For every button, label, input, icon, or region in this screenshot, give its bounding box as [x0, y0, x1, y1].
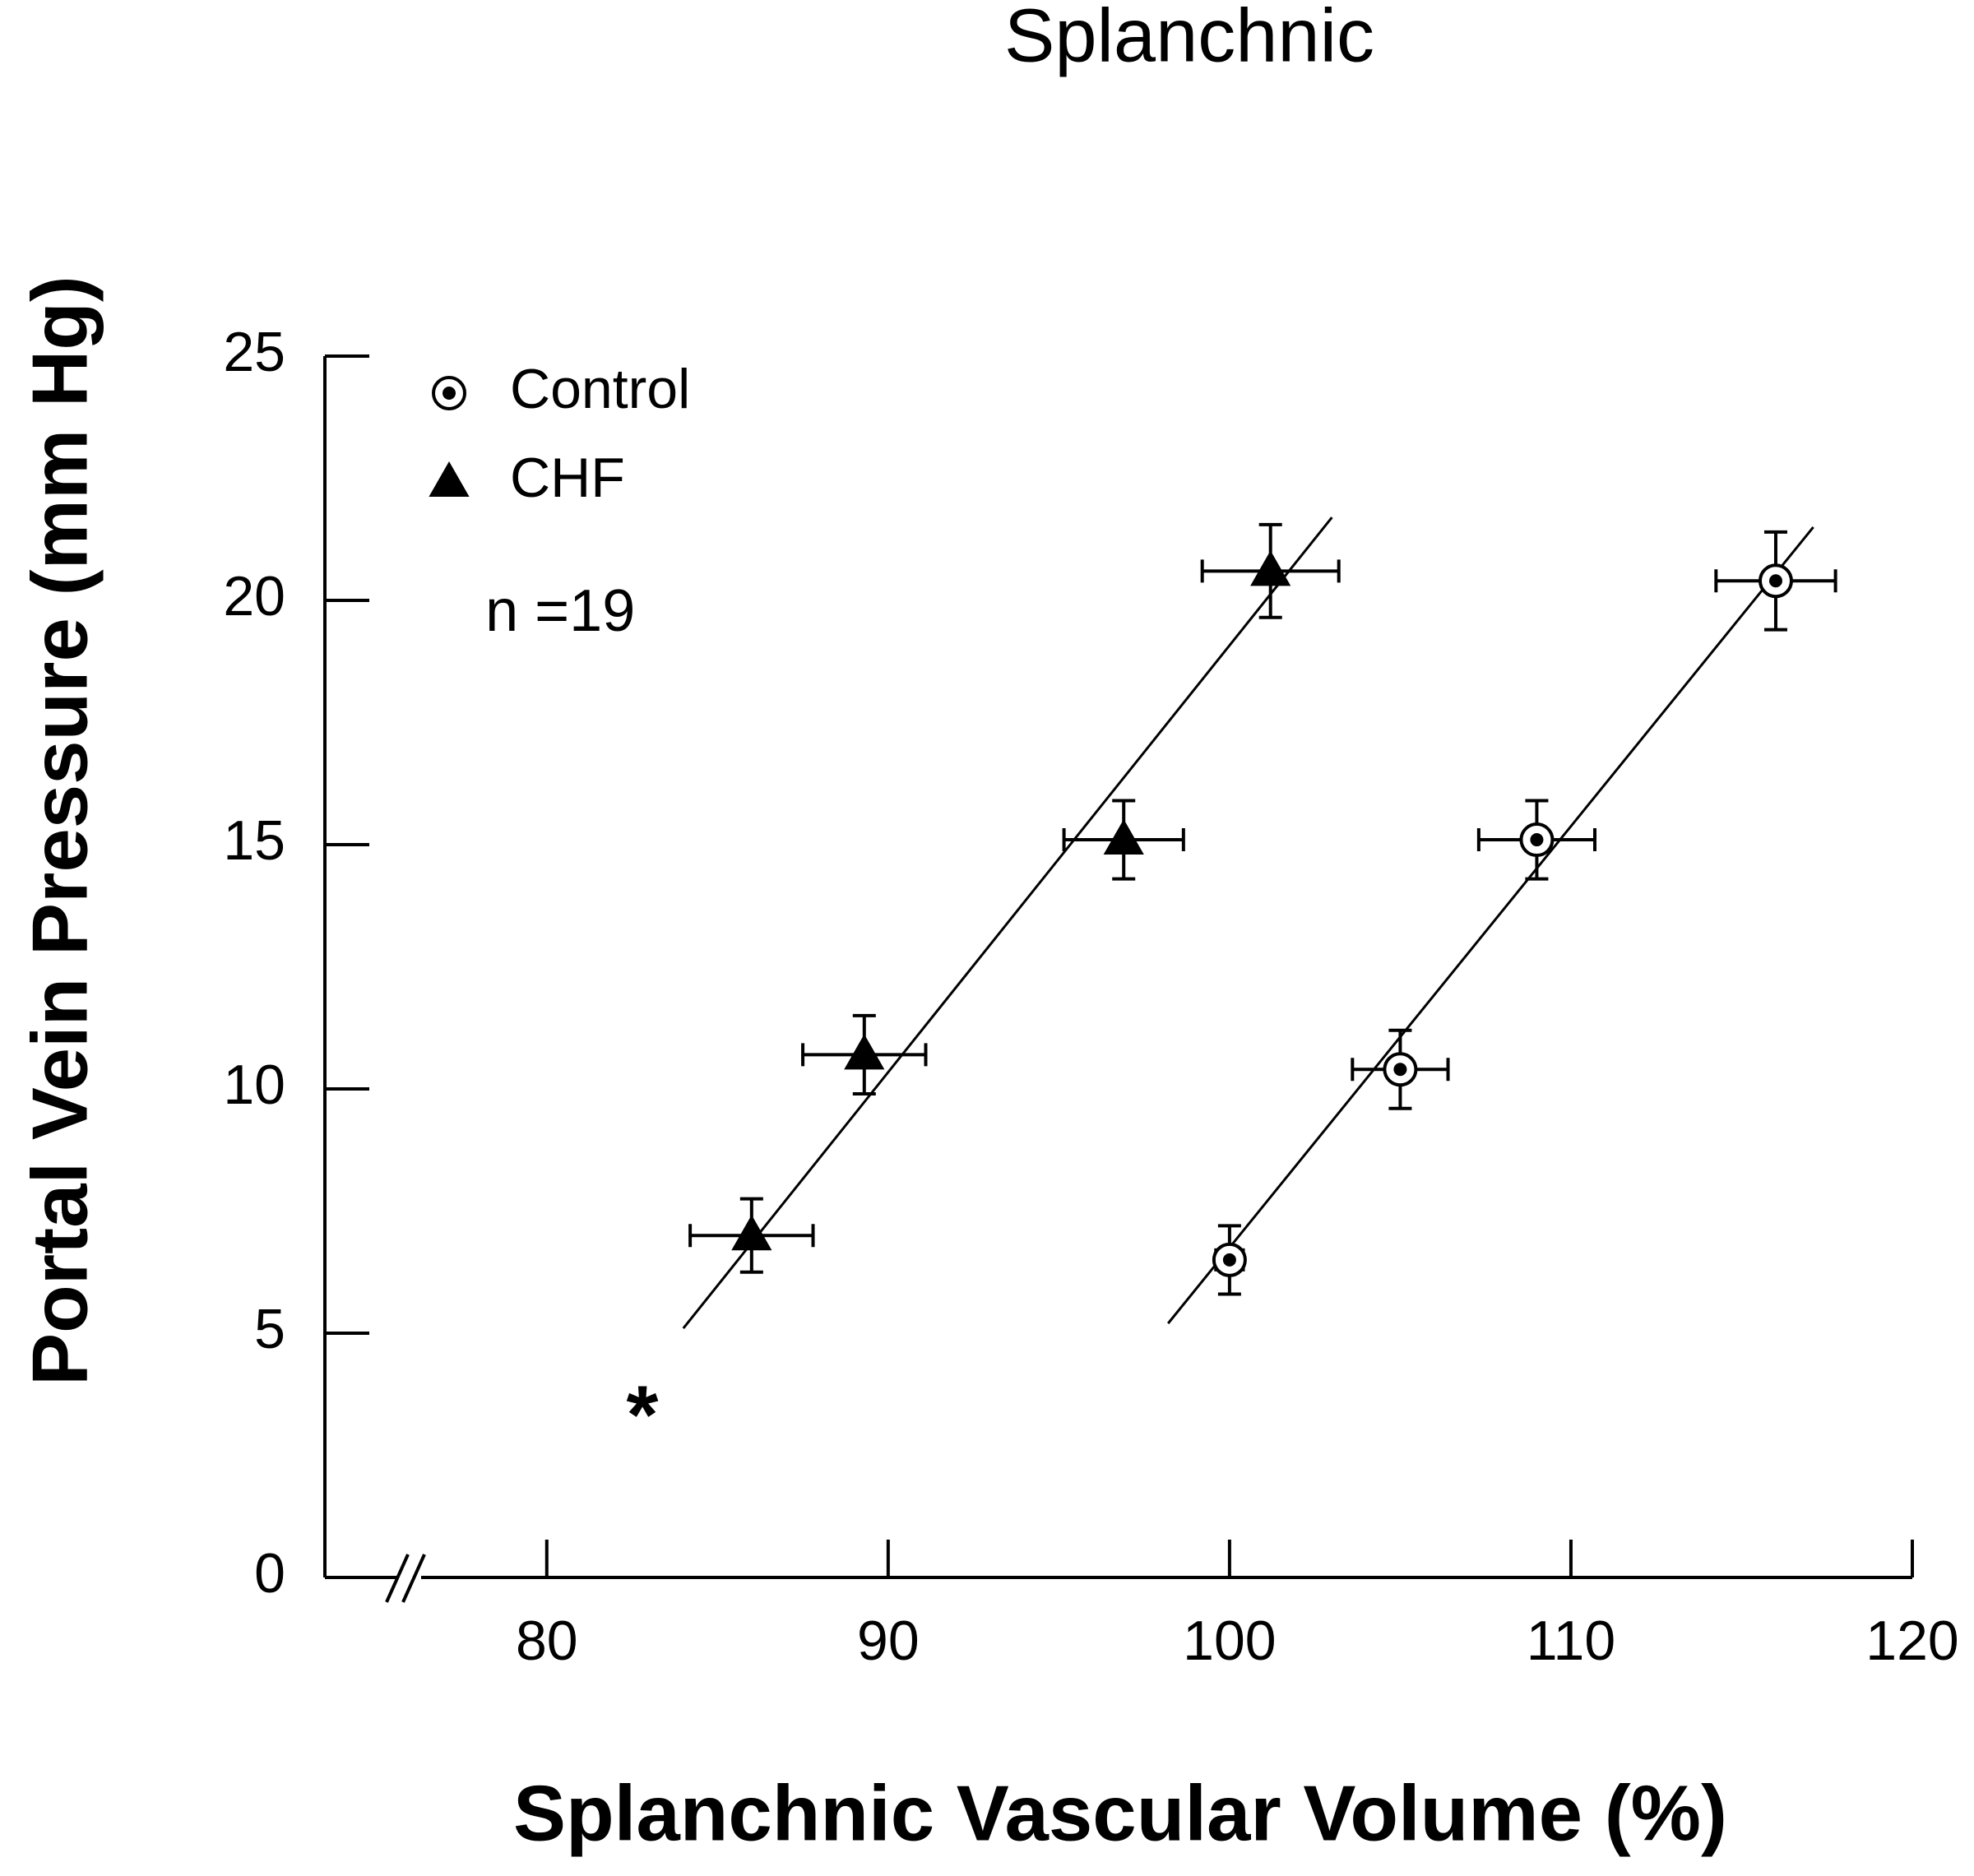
x-tick-label: 110: [1527, 1610, 1615, 1672]
annotation: *: [627, 1369, 659, 1461]
marker-dot: [1393, 1063, 1407, 1077]
x-axis-label: Splanchnic Vascular Volume (%): [513, 1769, 1727, 1857]
x-tick-label: 90: [857, 1610, 920, 1672]
y-tick-label: 20: [223, 565, 285, 628]
point: [1758, 563, 1793, 599]
marker-dot: [1530, 833, 1544, 847]
point: [844, 1034, 885, 1070]
axis-break: [401, 1554, 426, 1603]
marker-dot: [1222, 1253, 1236, 1267]
marker-dot: [443, 387, 456, 400]
axes: [323, 356, 1912, 1603]
axis-break: [385, 1554, 410, 1603]
y-axis-label: Portal Vein Pressure (mm Hg): [16, 276, 104, 1386]
marker: [429, 461, 470, 497]
marker: [1103, 819, 1144, 855]
marker: [1250, 550, 1291, 586]
x-tick-label: 80: [516, 1610, 578, 1672]
chart-title: Splanchnic: [1004, 0, 1374, 77]
legend-label: Control: [510, 358, 690, 420]
y-tick-label: 15: [223, 809, 285, 872]
y-tick-label: 0: [254, 1542, 285, 1605]
x-tick-label: 100: [1183, 1610, 1276, 1672]
marker-dot: [1768, 574, 1782, 588]
y-tick-label: 25: [223, 321, 285, 383]
marker: [731, 1215, 772, 1251]
marker: [844, 1034, 885, 1070]
y-tick-label: 5: [254, 1298, 285, 1360]
point: [1212, 1242, 1247, 1277]
legend-marker: [429, 461, 470, 497]
point: [1250, 550, 1291, 586]
y-tick-label: 10: [223, 1054, 285, 1116]
legend-label: CHF: [510, 447, 625, 509]
point: [1383, 1052, 1418, 1087]
point: [1103, 819, 1144, 855]
x-tick-label: 120: [1865, 1610, 1958, 1672]
legend-marker: [432, 376, 466, 410]
fit-line: [1167, 526, 1814, 1325]
point: [1519, 822, 1555, 858]
fit-line: [682, 516, 1333, 1329]
annotation: n =19: [485, 578, 635, 644]
point: [731, 1215, 772, 1251]
